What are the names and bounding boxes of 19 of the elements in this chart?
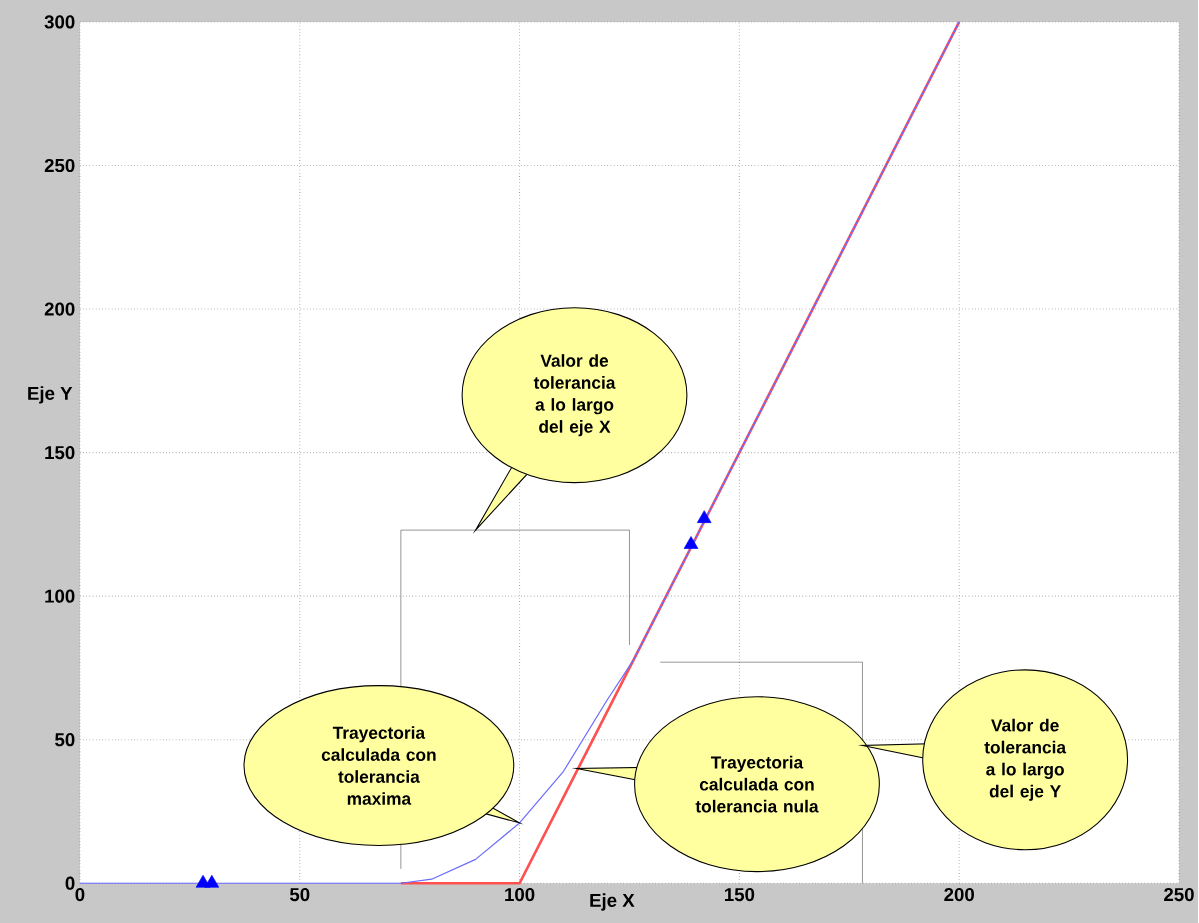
y-tick-label: 0 (65, 876, 75, 890)
x-tick-label: 250 (1164, 887, 1194, 902)
annotation: Trayectoria calculada con tolerancia nula (695, 755, 819, 813)
y-tick-label: 250 (44, 158, 75, 173)
y-tick-label: 50 (55, 732, 75, 747)
x-tick-label: 150 (724, 887, 755, 902)
y-tick-label: 200 (44, 302, 75, 316)
x-tick-label: 200 (944, 887, 974, 902)
y-tick-label: 100 (45, 589, 75, 603)
y-axis-title: Eje Y (28, 386, 73, 404)
annotation: Trayectoria calculada con tolerancia maxima (321, 726, 436, 805)
x-tick-label: 100 (505, 887, 535, 902)
x-tick-label: 50 (289, 887, 310, 902)
x-axis-title: Eje X (590, 893, 635, 911)
annotation: Valor de tolerancia a lo largo del eje Y (984, 718, 1067, 801)
x-tick-label: 0 (75, 887, 85, 902)
y-tick-label: 300 (44, 15, 75, 29)
y-tick-label: 150 (45, 445, 75, 460)
annotation: Valor de tolerancia a lo largo del eje X (533, 354, 616, 437)
